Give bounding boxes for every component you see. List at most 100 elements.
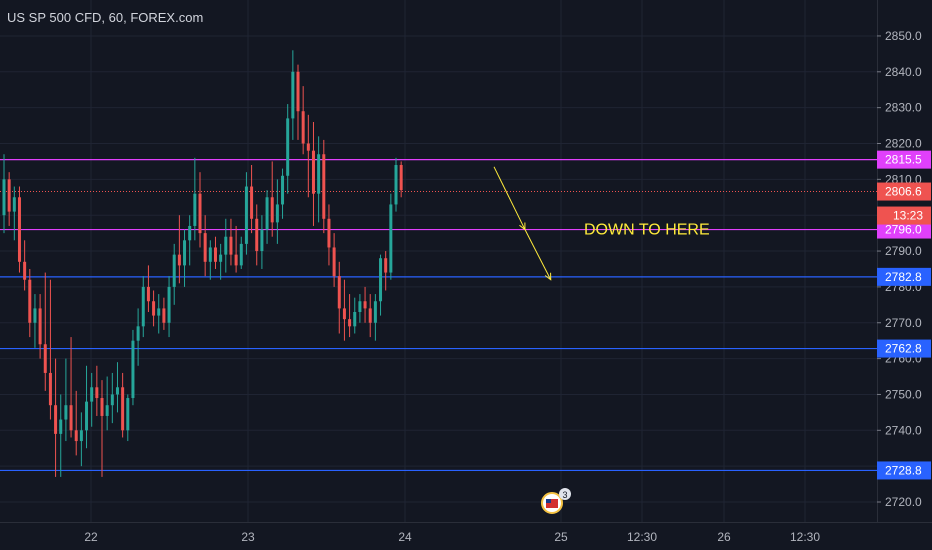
candle-body[interactable] (250, 186, 254, 219)
candle-body[interactable] (291, 71, 295, 119)
candle-body[interactable] (296, 71, 300, 112)
level-price-label-bg (877, 461, 931, 480)
candle-body[interactable] (281, 175, 285, 205)
candle-body[interactable] (229, 236, 233, 255)
candle-body[interactable] (131, 340, 135, 399)
candle-body[interactable] (12, 197, 16, 212)
grid (0, 0, 877, 522)
candle-body[interactable] (399, 165, 403, 191)
candle-body[interactable] (28, 279, 32, 323)
x-tick-label: 22 (84, 530, 98, 544)
candle-body[interactable] (38, 308, 42, 345)
level-price-label-bg (877, 267, 931, 286)
candle-body[interactable] (141, 286, 145, 327)
candle-body[interactable] (301, 111, 305, 144)
candle-body[interactable] (183, 240, 187, 266)
candle-body[interactable] (213, 247, 217, 262)
events-badge[interactable]: 3 (541, 488, 571, 514)
y-tick-label: 2750.0 (885, 387, 922, 401)
level-price-label-bg (877, 150, 931, 169)
candle-body[interactable] (115, 387, 119, 395)
candle-body[interactable] (90, 387, 94, 402)
candle-body[interactable] (167, 286, 171, 323)
candle-body[interactable] (126, 398, 130, 431)
candle-body[interactable] (105, 405, 109, 416)
candle-body[interactable] (275, 204, 279, 223)
candle-body[interactable] (2, 179, 6, 216)
drawn-arrow (493, 166, 552, 281)
candle-body[interactable] (389, 204, 393, 273)
candle-body[interactable] (69, 405, 73, 431)
level-price-label: 2728.8 (885, 463, 922, 477)
candle-body[interactable] (368, 308, 372, 323)
x-tick-label: 26 (717, 530, 731, 544)
candle-body[interactable] (146, 286, 150, 302)
candle-body[interactable] (265, 197, 269, 230)
candle-body[interactable] (348, 319, 352, 327)
candle-body[interactable] (244, 186, 248, 244)
candle-body[interactable] (157, 308, 161, 316)
candle-body[interactable] (332, 247, 336, 277)
candle-body[interactable] (136, 326, 140, 341)
candle-body[interactable] (342, 308, 346, 320)
annotation-text[interactable]: DOWN TO HERE (584, 222, 710, 239)
time-axis[interactable]: 22 23 24 25 12:30 26 12:30 (84, 530, 820, 544)
y-tick-label: 2840.0 (885, 65, 922, 79)
candle-body[interactable] (234, 254, 238, 266)
candle-body[interactable] (152, 301, 156, 316)
candle-body[interactable] (219, 254, 223, 262)
candle-body[interactable] (121, 387, 125, 431)
candle-body[interactable] (110, 394, 114, 406)
candle-body[interactable] (224, 236, 228, 255)
candle-body[interactable] (255, 218, 259, 252)
last-price-label-bg (877, 182, 931, 201)
flag-icon-canton (546, 499, 551, 503)
y-tick-label: 2850.0 (885, 29, 922, 43)
candle-body[interactable] (270, 197, 274, 223)
candle-body[interactable] (306, 143, 310, 151)
candle-body[interactable] (17, 197, 21, 262)
candle-body[interactable] (239, 243, 243, 266)
level-price-label: 2762.8 (885, 342, 922, 356)
candle-body[interactable] (59, 419, 63, 434)
candle-body[interactable] (198, 193, 202, 234)
candle-body[interactable] (317, 154, 321, 194)
candle-body[interactable] (373, 301, 377, 323)
candle-body[interactable] (363, 301, 367, 309)
candle-body[interactable] (384, 258, 388, 273)
candle-body[interactable] (33, 308, 37, 323)
candle-body[interactable] (203, 233, 207, 262)
candle-body[interactable] (172, 254, 176, 287)
candle-body[interactable] (193, 193, 197, 226)
candle-body[interactable] (177, 254, 181, 266)
candle-body[interactable] (7, 179, 11, 212)
candle-body[interactable] (43, 344, 47, 373)
candle-body[interactable] (64, 405, 68, 420)
candle-body[interactable] (188, 225, 192, 241)
candle-body[interactable] (95, 387, 99, 399)
badge-count: 3 (562, 490, 567, 500)
candle-body[interactable] (79, 430, 83, 442)
candle-body[interactable] (353, 311, 357, 327)
candle-body[interactable] (85, 401, 89, 431)
candle-body[interactable] (337, 276, 341, 309)
candle-body[interactable] (286, 118, 290, 176)
candle-body[interactable] (260, 229, 264, 252)
candle-body[interactable] (23, 261, 27, 280)
candle-body[interactable] (100, 398, 104, 416)
candle-body[interactable] (322, 154, 326, 219)
candle-body[interactable] (327, 218, 331, 248)
candle-body[interactable] (311, 150, 315, 194)
candle-body[interactable] (358, 301, 362, 312)
candle-body[interactable] (54, 405, 58, 434)
candle-body[interactable] (208, 247, 212, 262)
y-tick-label: 2770.0 (885, 316, 922, 330)
candle-body[interactable] (379, 258, 383, 302)
candle-body[interactable] (48, 372, 52, 406)
candle-body[interactable] (394, 165, 398, 205)
candle-body[interactable] (162, 308, 166, 323)
candle-body[interactable] (74, 430, 78, 442)
